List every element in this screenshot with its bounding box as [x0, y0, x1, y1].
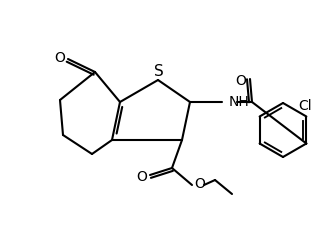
- Text: O: O: [195, 177, 205, 191]
- Text: O: O: [236, 74, 246, 88]
- Text: NH: NH: [229, 95, 250, 109]
- Text: Cl: Cl: [299, 99, 312, 113]
- Text: O: O: [55, 51, 65, 65]
- Text: O: O: [137, 170, 148, 184]
- Text: S: S: [154, 63, 164, 78]
